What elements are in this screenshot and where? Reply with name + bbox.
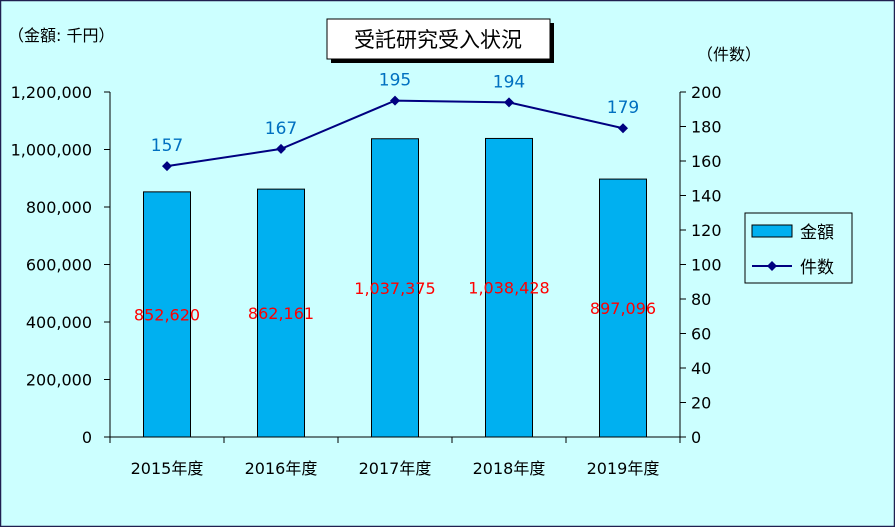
y2-tick-label-6: 120 bbox=[691, 221, 722, 240]
line-value-label-4: 179 bbox=[607, 98, 639, 118]
line-value-label-2: 195 bbox=[379, 71, 411, 91]
bar-value-label-3: 1,038,428 bbox=[468, 279, 549, 298]
x-tick-label-1: 2016年度 bbox=[245, 459, 318, 478]
x-tick-label-3: 2018年度 bbox=[473, 459, 546, 478]
title-box bbox=[326, 18, 551, 60]
line-value-label-3: 194 bbox=[493, 72, 525, 92]
y-tick-label-3: 600,000 bbox=[26, 256, 92, 275]
y2-tick-label-2: 40 bbox=[691, 359, 711, 378]
y2-tick-label-3: 60 bbox=[691, 325, 711, 344]
line-value-label-1: 167 bbox=[265, 119, 297, 139]
line-point-4 bbox=[618, 123, 628, 134]
line-point-2 bbox=[390, 95, 400, 106]
y2-tick-label-9: 180 bbox=[691, 118, 722, 137]
y2-tick-label-0: 0 bbox=[691, 428, 701, 447]
bar-value-label-1: 862,161 bbox=[248, 304, 314, 323]
line-point-0 bbox=[162, 161, 172, 172]
x-tick-label-0: 2015年度 bbox=[131, 459, 204, 478]
y2-axis-title: （件数） bbox=[697, 45, 761, 64]
y2-tick-label-4: 80 bbox=[691, 290, 711, 309]
y-tick-label-1: 200,000 bbox=[26, 371, 92, 390]
axis-ticks: 0 200,000 400,000 600,000 800,000 1,000,000 1,… bbox=[11, 83, 722, 478]
line-point-1 bbox=[276, 143, 286, 154]
y-tick-label-0: 0 bbox=[82, 428, 92, 447]
y-tick-label-5: 1,000,000 bbox=[11, 141, 92, 160]
y2-tick-label-1: 20 bbox=[691, 394, 711, 413]
y-tick-label-4: 800,000 bbox=[26, 198, 92, 217]
bar-3 bbox=[485, 137, 533, 438]
bar-value-label-4: 897,096 bbox=[590, 299, 656, 318]
legend-label-count: 件数 bbox=[800, 258, 834, 278]
line-value-label-0: 157 bbox=[151, 136, 183, 156]
bar-2 bbox=[371, 138, 419, 438]
legend: 金額 件数 bbox=[744, 212, 853, 284]
bar-value-label-0: 852,620 bbox=[134, 305, 200, 324]
bar-series-amount bbox=[143, 137, 647, 438]
bar-0 bbox=[143, 191, 191, 438]
line-series-count bbox=[162, 95, 628, 172]
y-tick-label-2: 400,000 bbox=[26, 313, 92, 332]
x-tick-label-4: 2019年度 bbox=[587, 459, 660, 478]
y2-tick-label-10: 200 bbox=[691, 83, 722, 102]
legend-swatch-count-marker bbox=[767, 261, 777, 271]
line-point-3 bbox=[504, 97, 514, 108]
y2-tick-label-5: 100 bbox=[691, 256, 722, 275]
legend-label-amount: 金額 bbox=[800, 223, 834, 243]
legend-swatch-amount bbox=[751, 224, 793, 238]
data-labels: 852,620 862,161 1,037,375 1,038,428 897,096 1… bbox=[134, 71, 656, 325]
y2-tick-label-8: 160 bbox=[691, 152, 722, 171]
y2-tick-label-7: 140 bbox=[691, 187, 722, 206]
bar-4 bbox=[599, 178, 647, 438]
chart-title: 受託研究受入状況 bbox=[354, 28, 522, 52]
bar-1 bbox=[257, 188, 305, 438]
y-tick-label-6: 1,200,000 bbox=[11, 83, 92, 102]
legend-box bbox=[744, 212, 853, 284]
y-axis-title: （金額: 千円） bbox=[8, 26, 114, 45]
x-tick-label-2: 2017年度 bbox=[359, 459, 432, 478]
bar-value-label-2: 1,037,375 bbox=[354, 279, 435, 298]
